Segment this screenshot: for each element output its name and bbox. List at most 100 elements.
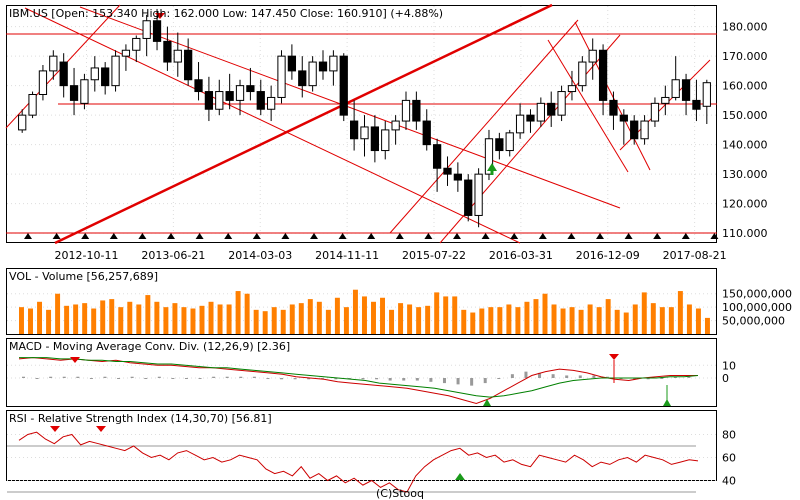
candle-body — [142, 20, 151, 39]
candle-body — [69, 85, 79, 101]
period-marker — [538, 233, 547, 239]
macd-histogram-bar — [35, 378, 39, 379]
candle-body — [111, 55, 120, 87]
macd-histogram-bar — [307, 378, 311, 380]
volume-bar — [434, 292, 440, 334]
volume-bar — [271, 307, 277, 334]
candle-body — [80, 79, 89, 104]
price-tick-label: 180.000 — [722, 21, 768, 34]
rsi-tick-label: 40 — [722, 475, 736, 488]
candle-body — [412, 99, 421, 122]
macd-tick-label: 10 — [722, 359, 736, 372]
date-tick-label: 2012-10-11 — [55, 249, 119, 262]
volume-bar — [262, 311, 268, 334]
volume-bar — [289, 304, 295, 334]
macd-sell-icon — [70, 357, 80, 363]
macd-histogram-bar — [388, 378, 392, 381]
period-marker — [109, 233, 118, 239]
volume-bar — [307, 299, 313, 334]
macd-histogram-bar — [483, 378, 487, 384]
volume-bar — [352, 289, 358, 334]
volume-bar — [82, 303, 88, 334]
macd-histogram-bar — [592, 375, 596, 378]
candle-body — [173, 49, 182, 63]
volume-bar — [28, 308, 33, 334]
candle-body — [287, 55, 297, 72]
candle-body — [474, 173, 483, 216]
volume-bar — [623, 312, 629, 334]
volume-bar — [190, 308, 196, 334]
macd-histogram-bar — [144, 378, 148, 379]
volume-bar — [650, 303, 656, 334]
candle-body — [101, 67, 110, 87]
volume-bar — [280, 309, 286, 334]
macd-histogram-bar — [673, 376, 677, 378]
macd-histogram-bar — [198, 378, 202, 379]
volume-bar — [127, 301, 133, 334]
macd-histogram-bar — [117, 378, 121, 379]
macd-histogram-bar — [62, 376, 66, 378]
candle-body — [401, 99, 411, 122]
candle-body — [505, 132, 514, 152]
macd-histogram-bar — [171, 378, 175, 379]
candle-body — [163, 40, 172, 63]
macd-histogram-bar — [565, 375, 569, 378]
macd-sell-icon — [609, 354, 619, 360]
macd-histogram-bar — [22, 376, 25, 378]
candle-body — [132, 37, 141, 51]
volume-bar — [136, 304, 142, 334]
macd-histogram-bar — [510, 374, 514, 378]
date-tick-label: 2015-07-22 — [402, 249, 466, 262]
candle-body — [215, 91, 224, 110]
candle-body — [381, 129, 390, 152]
period-marker — [338, 233, 347, 239]
candle-body — [453, 173, 462, 181]
volume-bar — [398, 303, 404, 334]
volume-bar — [235, 291, 241, 334]
price-legend: IBM.US [Open: 153.340 High: 162.000 Low:… — [9, 7, 443, 20]
candle-body — [391, 120, 400, 131]
macd-histogram-bar — [293, 378, 297, 380]
candle-body — [121, 49, 131, 57]
candle-body — [598, 49, 608, 101]
macd-series — [18, 354, 699, 406]
volume-bar — [253, 309, 259, 334]
price-tick-label: 120.000 — [722, 198, 768, 211]
signal-markers — [24, 13, 719, 239]
volume-bar — [64, 305, 70, 334]
buy-signal-icon — [487, 163, 497, 171]
volume-bar — [407, 304, 413, 334]
candle-body — [349, 120, 359, 140]
period-marker — [567, 233, 576, 239]
buy-signal-stem — [490, 170, 494, 175]
candle-body — [609, 99, 618, 116]
volume-bar — [109, 299, 115, 334]
candle-body — [464, 179, 473, 216]
candle-body — [246, 85, 255, 93]
candle-body — [484, 138, 494, 175]
candle-body — [630, 120, 639, 140]
macd-histogram-bar — [538, 372, 542, 378]
volume-bar — [154, 301, 160, 334]
price-tick-label: 130.000 — [722, 168, 768, 181]
candle-body — [152, 20, 162, 42]
volume-bar — [686, 304, 692, 334]
macd-tick-label: 0 — [722, 372, 729, 385]
footer-copyright: (C)Stooq — [376, 487, 424, 500]
macd-panel — [6, 338, 717, 407]
candle-body — [443, 167, 452, 175]
macd-histogram-bar — [605, 376, 609, 378]
volume-bar — [542, 293, 548, 334]
period-marker — [195, 233, 204, 239]
candle-body — [578, 61, 587, 87]
volume-bar — [641, 292, 647, 334]
macd-buy-icon — [483, 399, 491, 406]
rsi-sell-icon — [96, 426, 106, 432]
price-tick-label: 110.000 — [722, 227, 768, 240]
volume-bar — [91, 308, 97, 334]
volume-bar — [361, 296, 367, 334]
candle-body — [557, 91, 566, 116]
volume-bar — [488, 307, 494, 334]
volume-bar — [515, 307, 521, 334]
